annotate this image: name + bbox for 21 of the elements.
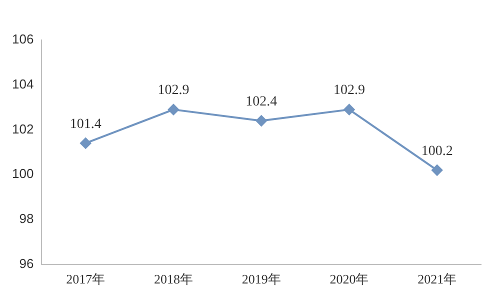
point: [80, 138, 92, 149]
y-tick-label: 102: [12, 121, 34, 136]
y-tick-label: 96: [19, 256, 34, 271]
y-tick-label: 100: [12, 166, 34, 182]
y-tick-label: 98: [19, 211, 34, 226]
point: [344, 104, 355, 116]
x-tick-label: 2017年: [66, 272, 106, 287]
x-tick-label: 2018年: [154, 272, 193, 287]
x-tick-label: 2019年: [242, 272, 281, 287]
data-label: 102.9: [333, 83, 365, 98]
data-label: 102.4: [246, 94, 278, 110]
point: [432, 164, 443, 176]
point: [256, 115, 267, 126]
y-tick-label: 104: [12, 76, 34, 92]
data-label: 101.4: [70, 116, 102, 132]
x-tick-label: 2021年: [418, 272, 457, 287]
point: [168, 104, 179, 116]
y-tick-label: 106: [12, 32, 34, 47]
x-tick-label: 2020年: [330, 272, 369, 287]
data-label: 100.2: [421, 144, 453, 159]
data-label: 102.9: [158, 83, 190, 98]
